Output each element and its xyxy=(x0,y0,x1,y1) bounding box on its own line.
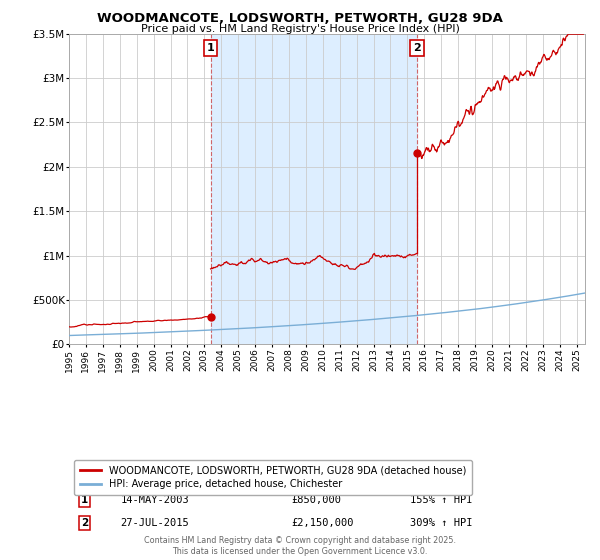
Text: 27-JUL-2015: 27-JUL-2015 xyxy=(121,518,190,528)
Text: 1: 1 xyxy=(207,43,214,53)
Text: Price paid vs. HM Land Registry's House Price Index (HPI): Price paid vs. HM Land Registry's House … xyxy=(140,24,460,34)
Text: 155% ↑ HPI: 155% ↑ HPI xyxy=(410,495,472,505)
Text: Contains HM Land Registry data © Crown copyright and database right 2025.
This d: Contains HM Land Registry data © Crown c… xyxy=(144,536,456,556)
Bar xyxy=(211,34,417,344)
Text: 14-MAY-2003: 14-MAY-2003 xyxy=(121,495,190,505)
Text: 2: 2 xyxy=(81,518,88,528)
Text: 1: 1 xyxy=(81,495,88,505)
Text: WOODMANCOTE, LODSWORTH, PETWORTH, GU28 9DA: WOODMANCOTE, LODSWORTH, PETWORTH, GU28 9… xyxy=(97,12,503,25)
Legend: WOODMANCOTE, LODSWORTH, PETWORTH, GU28 9DA (detached house), HPI: Average price,: WOODMANCOTE, LODSWORTH, PETWORTH, GU28 9… xyxy=(74,460,472,495)
Text: £850,000: £850,000 xyxy=(291,495,341,505)
Text: 309% ↑ HPI: 309% ↑ HPI xyxy=(410,518,472,528)
Text: £2,150,000: £2,150,000 xyxy=(291,518,353,528)
Text: 2: 2 xyxy=(413,43,421,53)
